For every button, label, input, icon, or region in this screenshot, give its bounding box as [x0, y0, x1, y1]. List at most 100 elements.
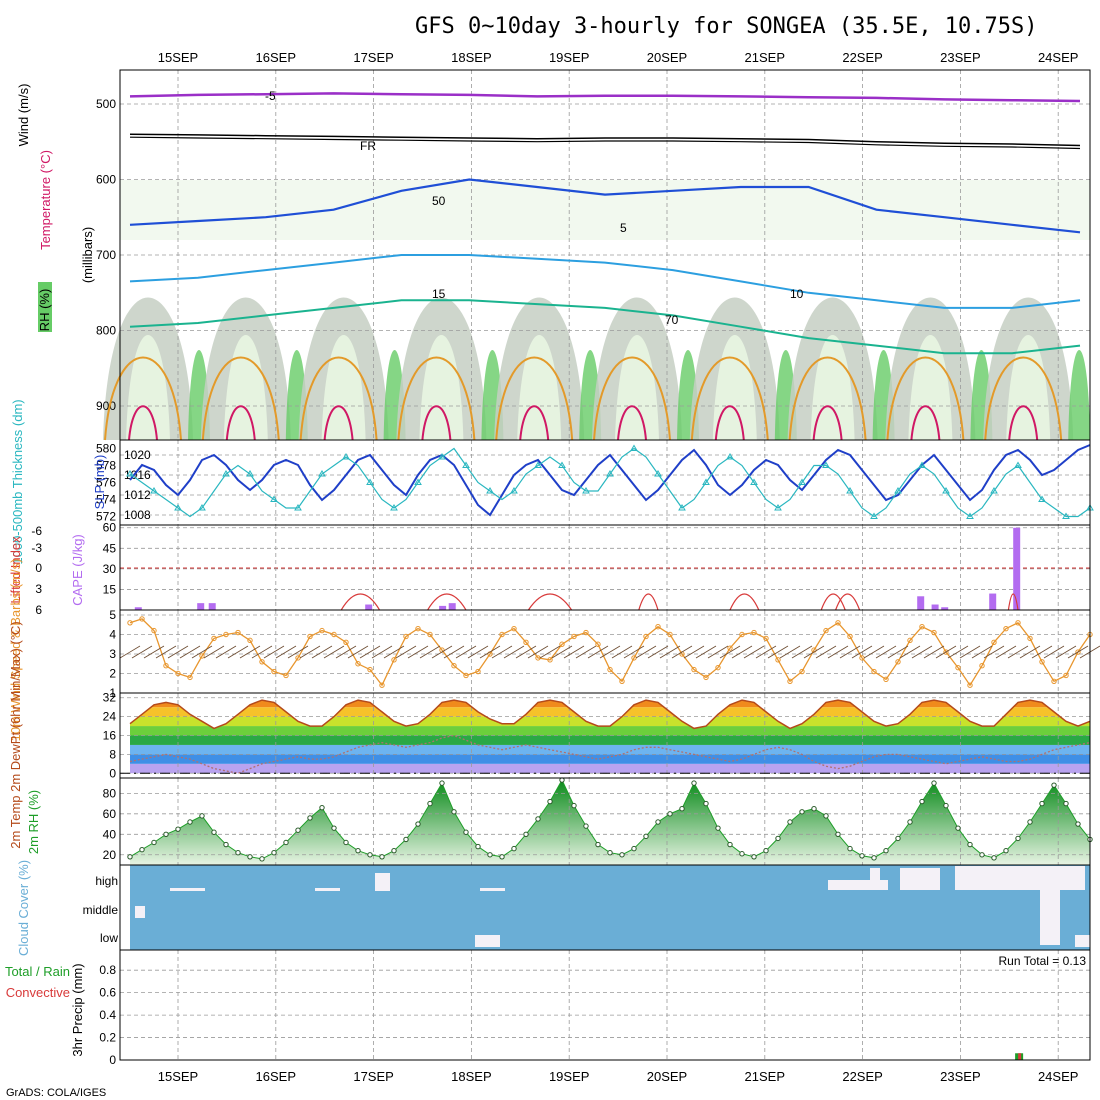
wind-speed-marker — [1003, 625, 1009, 632]
wind-speed-marker — [163, 663, 169, 669]
wind-speed-marker — [619, 678, 625, 684]
thickness-ytick: 578 — [96, 459, 116, 473]
wind-barb — [923, 645, 945, 659]
wind-speed-marker — [307, 633, 313, 640]
thickness-line — [129, 447, 1091, 518]
wind-barb — [335, 645, 357, 659]
thickness-marker — [342, 453, 350, 460]
wind-speed-marker — [403, 633, 409, 640]
date-label-bottom: 16SEP — [256, 1069, 296, 1084]
date-label-bottom: 24SEP — [1038, 1069, 1078, 1084]
wind-speed-marker — [943, 649, 949, 655]
rh2m-marker — [751, 854, 757, 860]
lifted-index-arc — [427, 593, 467, 611]
isotherm-20-arc — [495, 356, 574, 441]
li-ytick: 3 — [35, 582, 42, 596]
temp-ytick: 0 — [109, 766, 116, 780]
rh-shade-core — [810, 335, 855, 440]
contour-label: 10 — [790, 287, 804, 301]
temp-bands — [130, 700, 1090, 774]
cape-ytick: 60 — [103, 521, 117, 535]
rh-ytick: 80 — [103, 786, 117, 800]
wind-speed-line — [129, 618, 1091, 687]
wind-speed-marker — [523, 639, 529, 645]
cloud-level-label: low — [100, 931, 118, 945]
upper-ytick: 800 — [96, 324, 116, 338]
precip-ytick: 0.8 — [99, 963, 116, 977]
temp-color-band — [130, 754, 1090, 764]
isotherm-25-arc — [617, 405, 647, 441]
wind-speed-marker — [355, 661, 361, 667]
date-label-top: 23SEP — [940, 50, 980, 65]
wind-barb — [995, 645, 1017, 659]
wind-barb — [347, 645, 369, 659]
rh2m-marker — [199, 813, 205, 819]
rh2m-marker — [679, 806, 685, 812]
thickness-marker — [822, 461, 830, 468]
isotherm-20-arc — [104, 356, 182, 441]
isotherm-15 — [129, 299, 1081, 355]
thickness-marker — [702, 478, 710, 485]
precip-ytick: 0.6 — [99, 986, 116, 1000]
rh-shade-layer — [120, 180, 1090, 240]
wind-barb — [743, 645, 765, 659]
rh2m-marker — [271, 850, 277, 856]
rh-shade-core — [712, 335, 757, 440]
dewpt-line — [129, 734, 1091, 774]
rh2m-marker — [295, 827, 301, 833]
wind-barb — [659, 645, 681, 659]
cape-bar — [931, 604, 939, 610]
wind-barb — [755, 645, 777, 659]
rh2m-marker — [415, 821, 421, 827]
wind-speed-marker — [547, 657, 553, 663]
rh2m-marker — [307, 815, 313, 821]
rh2m-marker — [247, 854, 253, 860]
wind-barb — [1019, 645, 1041, 659]
rh2m-marker — [643, 833, 649, 840]
thickness-ytick: 572 — [96, 510, 116, 524]
thickness-marker — [894, 487, 902, 494]
li-ytick: 0 — [35, 561, 42, 575]
wind-speed-marker — [607, 666, 613, 673]
wind-speed-marker — [559, 641, 565, 647]
thickness-marker — [438, 453, 446, 460]
rh2m-marker — [691, 780, 697, 786]
temp-color-band — [130, 726, 1090, 736]
wind-barb — [863, 645, 885, 659]
lifted-index-arc — [340, 593, 381, 611]
rh2m-marker — [871, 855, 877, 861]
rh-ytick: 60 — [103, 807, 117, 821]
rh2m-marker — [631, 845, 637, 852]
cloud-clear-patch — [1075, 935, 1090, 947]
cloud-clear-patch — [870, 868, 880, 890]
lifted-index-arc — [638, 593, 659, 611]
wind-speed-marker — [379, 682, 385, 688]
thickness-marker — [1038, 495, 1046, 502]
cloud-background — [130, 865, 1090, 950]
rh2m-area — [130, 780, 1090, 865]
wind-speed-marker — [691, 666, 697, 673]
wind-speed-marker — [499, 631, 505, 638]
wind-barb — [911, 645, 933, 659]
rh-shade-core — [223, 335, 268, 440]
thickness-marker — [390, 504, 398, 511]
wind-barb — [479, 645, 501, 659]
cloud-clear-patch — [170, 888, 205, 891]
isotherm-minus5 — [129, 92, 1081, 103]
date-label-bottom: 17SEP — [353, 1069, 393, 1084]
upper-yaxis-label: (millibars) — [80, 227, 95, 283]
rh2m-marker — [535, 816, 541, 822]
rh2m-marker — [787, 819, 793, 825]
wind-ytick: 2 — [109, 667, 116, 681]
wind-barb — [323, 645, 345, 659]
temp-ytick: 24 — [103, 710, 117, 724]
cloud-clear-patch — [1040, 890, 1060, 945]
thickness-marker — [1014, 461, 1022, 468]
rh2m-marker — [1039, 800, 1045, 807]
wind-barb — [587, 645, 609, 659]
thickness-marker — [174, 504, 182, 511]
wind-speed-marker — [655, 624, 661, 630]
legend-temperature-label: Temperature (°C) — [38, 150, 53, 250]
cape-bar — [439, 605, 447, 610]
